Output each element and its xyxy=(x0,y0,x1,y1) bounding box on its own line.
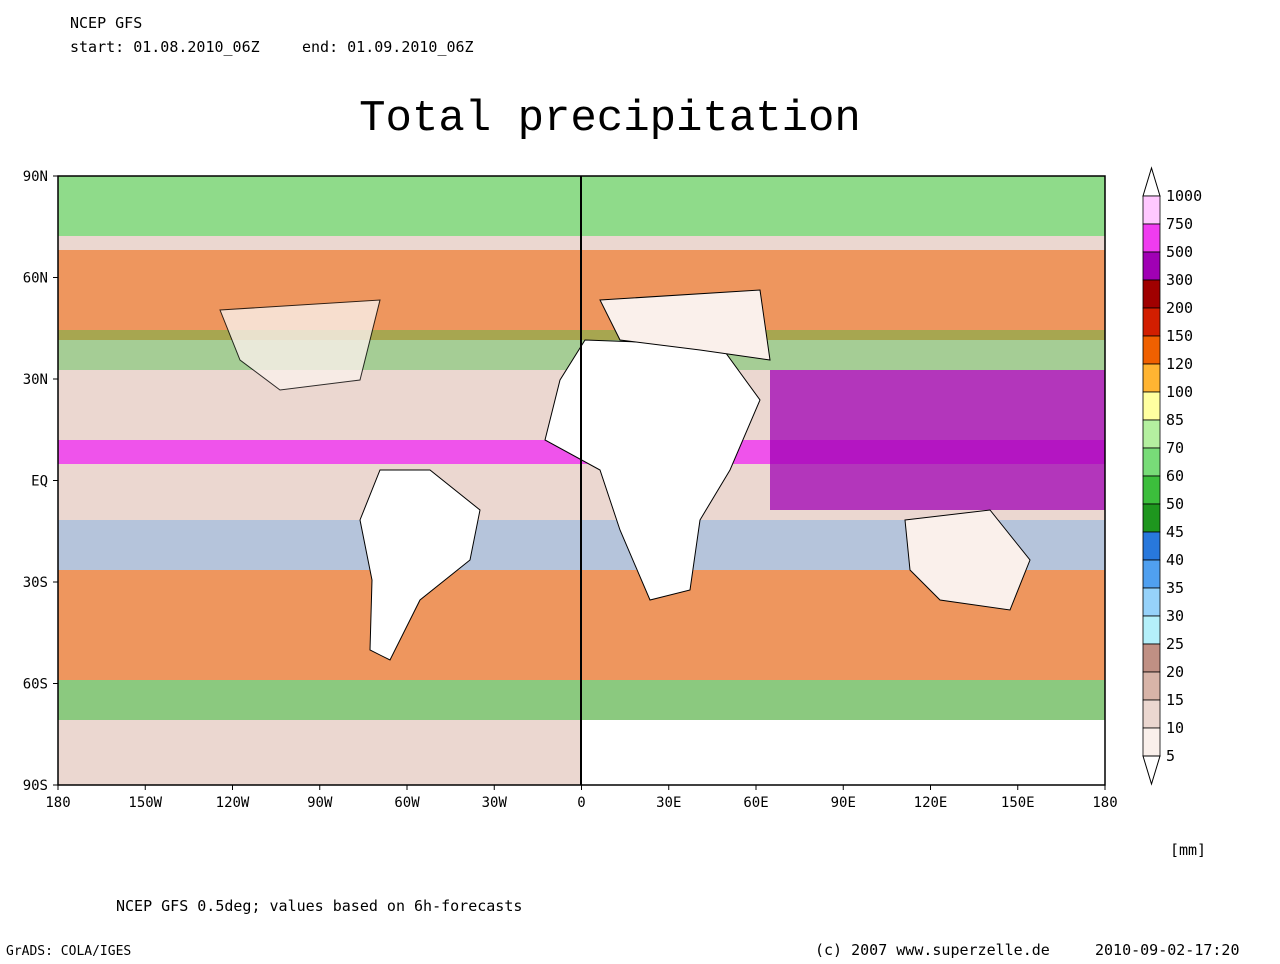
header-model: NCEP GFS xyxy=(70,14,142,32)
lon-label: 120E xyxy=(914,795,948,811)
south-america xyxy=(359,469,481,661)
header-end: end: 01.09.2010_06Z xyxy=(302,38,474,56)
lat-label: 60N xyxy=(23,271,48,287)
lat-label: 30N xyxy=(23,372,48,388)
colorbar-box xyxy=(1142,531,1161,561)
colorbar-label: 35 xyxy=(1166,579,1184,597)
colorbar-box xyxy=(1142,195,1161,225)
north-america xyxy=(219,299,381,391)
footer-software: GrADS: COLA/IGES xyxy=(6,944,131,959)
lon-label: 120W xyxy=(216,795,250,811)
colorbar-label: 150 xyxy=(1166,327,1193,345)
lon-label: 60W xyxy=(394,795,420,811)
colorbar-label: 5 xyxy=(1166,747,1175,765)
colorbar-box xyxy=(1142,363,1161,393)
lon-label: 180 xyxy=(45,795,70,811)
colorbar-label: 1000 xyxy=(1166,187,1202,205)
lat-label: 90S xyxy=(23,778,48,794)
lon-label: 150E xyxy=(1001,795,1035,811)
lon-label: 150W xyxy=(128,795,162,811)
colorbar-label: 200 xyxy=(1166,299,1193,317)
colorbar-box xyxy=(1142,391,1161,421)
colorbar-box xyxy=(1142,251,1161,281)
colorbar-box xyxy=(1142,503,1161,533)
australia xyxy=(904,509,1031,611)
colorbar-label: 750 xyxy=(1166,215,1193,233)
lon-label: 0 xyxy=(577,795,585,811)
colorbar-bottom-arrow xyxy=(1142,755,1161,786)
monsoon xyxy=(770,370,1105,510)
colorbar-label: 40 xyxy=(1166,551,1184,569)
colorbar-box xyxy=(1142,223,1161,253)
lon-label: 30E xyxy=(656,795,681,811)
colorbar-label: 10 xyxy=(1166,719,1184,737)
colorbar-label: 300 xyxy=(1166,271,1193,289)
footer-timestamp: 2010-09-02-17:20 xyxy=(1095,941,1240,959)
africa xyxy=(544,339,761,601)
colorbar-label: 20 xyxy=(1166,663,1184,681)
colorbar-label: 60 xyxy=(1166,467,1184,485)
colorbar-box xyxy=(1142,475,1161,505)
lon-label: 180 xyxy=(1092,795,1117,811)
antarctica-right xyxy=(581,720,1105,785)
colorbar-box xyxy=(1142,279,1161,309)
lon-label: 90W xyxy=(307,795,333,811)
colorbar-label: 15 xyxy=(1166,691,1184,709)
colorbar-top-arrow xyxy=(1142,166,1161,197)
colorbar-label: 85 xyxy=(1166,411,1184,429)
title: Total precipitation xyxy=(359,94,861,144)
lat-label: EQ xyxy=(31,474,48,490)
colorbar-box xyxy=(1142,559,1161,589)
header-start: start: 01.08.2010_06Z xyxy=(70,38,260,56)
colorbar-box xyxy=(1142,643,1161,673)
lat-label: 60S xyxy=(23,677,48,693)
colorbar-box xyxy=(1142,671,1161,701)
lon-label: 90E xyxy=(831,795,856,811)
colorbar-label: 50 xyxy=(1166,495,1184,513)
footer-note: NCEP GFS 0.5deg; values based on 6h-fore… xyxy=(116,897,522,915)
colorbar: [mm] 1000 750 500 300 200 150 120 100 85 70 60 50 45… xyxy=(1142,166,1206,859)
colorbar-label: 25 xyxy=(1166,635,1184,653)
colorbar-box xyxy=(1142,419,1161,449)
unit-label: [mm] xyxy=(1170,841,1206,859)
precipitation-map xyxy=(57,175,1106,786)
colorbar-label: 30 xyxy=(1166,607,1184,625)
colorbar-box xyxy=(1142,447,1161,477)
lon-label: 60E xyxy=(743,795,768,811)
lat-label: 30S xyxy=(23,575,48,591)
lon-label: 30W xyxy=(482,795,508,811)
colorbar-label: 45 xyxy=(1166,523,1184,541)
colorbar-box xyxy=(1142,335,1161,365)
colorbar-label: 120 xyxy=(1166,355,1193,373)
colorbar-box xyxy=(1142,699,1161,729)
lat-label: 90N xyxy=(23,169,48,185)
colorbar-box xyxy=(1142,587,1161,617)
colorbar-label: 500 xyxy=(1166,243,1193,261)
colorbar-label: 100 xyxy=(1166,383,1193,401)
colorbar-box xyxy=(1142,307,1161,337)
colorbar-box xyxy=(1142,615,1161,645)
colorbar-box xyxy=(1142,727,1161,757)
eurasia-dry xyxy=(599,289,771,361)
colorbar-label: 70 xyxy=(1166,439,1184,457)
footer-copyright: (c) 2007 www.superzelle.de xyxy=(815,941,1050,959)
